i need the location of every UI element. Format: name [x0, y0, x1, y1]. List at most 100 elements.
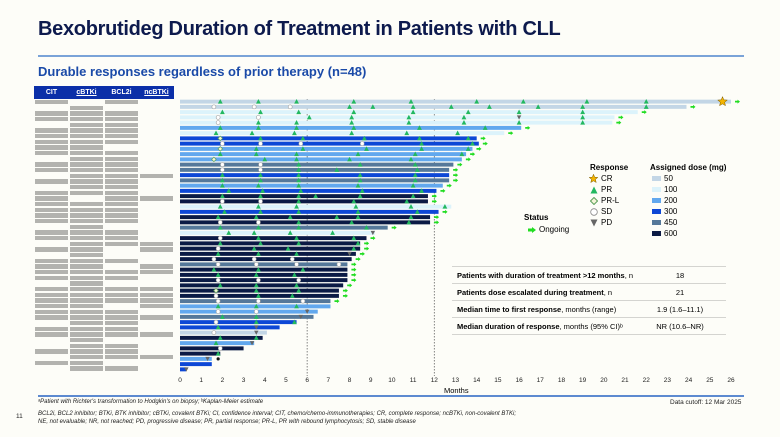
pr-marker — [253, 319, 259, 325]
pr-marker — [580, 114, 586, 120]
prior-therapy-cell-cit — [35, 332, 68, 337]
prior-therapy-cell-cbtki — [70, 264, 103, 269]
prior-therapy-cell-bcl2i — [105, 241, 138, 246]
ongoing-arrow — [347, 283, 353, 288]
pr-marker — [357, 172, 363, 178]
prior-therapy-cell-bcl2i — [105, 139, 138, 144]
pr-marker — [289, 293, 295, 298]
prior-therapy-cell-ncbtki — [140, 292, 173, 297]
pr-marker — [406, 219, 412, 225]
x-tick-label: 11 — [410, 377, 417, 384]
prior-therapy-cell-cbtki — [70, 253, 103, 258]
legend-cr-label: CR — [601, 174, 613, 183]
pr-marker — [296, 209, 302, 214]
prior-therapy-cell-cit — [35, 213, 68, 218]
sd-marker — [215, 262, 221, 267]
patient-bar — [180, 199, 428, 204]
prior-therapy-cell-cbtki — [70, 315, 103, 320]
pr-marker — [465, 109, 471, 115]
prior-therapy-cell-cbtki — [70, 355, 103, 360]
patient-bar — [180, 204, 452, 209]
patient-bar — [180, 246, 361, 251]
prior-therapy-cell-cbtki — [70, 168, 103, 173]
prior-therapy-cell-cbtki — [70, 281, 103, 286]
prior-therapy-cell-ncbtki — [140, 304, 173, 309]
prior-therapy-cell-cbtki — [70, 292, 103, 297]
pr-marker — [296, 288, 302, 293]
ongoing-arrow — [370, 236, 376, 241]
legend-pd-label: PD — [601, 218, 613, 227]
pr-marker — [253, 303, 259, 309]
sd-marker — [258, 167, 263, 173]
patient-bar — [180, 104, 687, 109]
x-tick-label: 20 — [600, 377, 608, 384]
pd-marker — [347, 251, 352, 257]
dose-label: 300 — [664, 207, 678, 216]
pr-marker — [292, 130, 297, 136]
pr-marker — [355, 209, 361, 214]
prl-marker — [217, 135, 224, 142]
sd-marker — [258, 199, 263, 204]
ongoing-arrow — [391, 225, 397, 230]
prior-therapy-cell-bcl2i — [105, 270, 138, 275]
pr-marker — [256, 120, 261, 125]
pr-marker — [580, 109, 586, 115]
x-tick-label: 26 — [727, 377, 735, 384]
patient-bar — [180, 99, 731, 104]
pr-marker — [217, 240, 223, 246]
pr-marker — [330, 230, 335, 235]
patient-bar — [180, 188, 437, 193]
stats-label: Median duration of response — [457, 321, 560, 331]
sd-marker — [251, 256, 257, 262]
sd-marker — [215, 298, 221, 304]
prior-therapy-cell-cit — [35, 190, 68, 195]
prior-therapy-cell-bcl2i — [105, 207, 138, 212]
patient-bar — [180, 241, 361, 246]
pr-marker — [296, 109, 302, 115]
prior-therapy-cell-cbtki — [70, 326, 103, 331]
sd-marker — [359, 141, 365, 146]
prior-therapy-cell-cbtki — [70, 134, 103, 139]
pr-marker — [219, 314, 225, 319]
ongoing-arrow — [453, 178, 459, 183]
prior-therapy-cell-bcl2i — [105, 213, 138, 218]
prior-therapy-cell-cbtki — [70, 241, 103, 246]
pr-marker — [361, 135, 367, 141]
pr-marker — [355, 151, 361, 157]
prior-therapy-cell-bcl2i — [105, 298, 138, 303]
sd-marker — [215, 277, 221, 283]
patient-bar — [180, 356, 212, 361]
prior-therapy-cell-bcl2i — [105, 128, 138, 133]
x-tick-label: 14 — [473, 377, 481, 384]
prior-therapy-cell-bcl2i — [105, 185, 138, 190]
sd-marker — [300, 298, 306, 304]
prior-therapy-cell-cbtki — [70, 173, 103, 178]
pr-marker — [294, 125, 299, 130]
stats-row: Patients dose escalated during treatment… — [452, 283, 726, 300]
pr-marker — [294, 99, 299, 104]
pr-marker — [364, 146, 369, 151]
legend-ongoing: Ongoing — [528, 225, 569, 234]
pr-marker — [410, 104, 416, 109]
prior-therapy-cell-cit — [35, 287, 68, 292]
ongoing-arrow — [442, 209, 448, 214]
abbreviations-line-1: BCL2i, BCL2 inhibitor; BTKi, BTK inhibit… — [38, 411, 516, 417]
dose-label: 600 — [664, 229, 678, 238]
pr-marker — [219, 177, 225, 183]
pr-marker — [287, 230, 293, 235]
legend-pd: PD — [590, 218, 612, 227]
ongoing-arrow — [351, 262, 357, 267]
pr-marker — [465, 146, 471, 151]
prior-therapy-cell-cbtki — [70, 162, 103, 167]
prior-therapy-cell-cbtki — [70, 145, 103, 150]
prior-therapy-cell-cbtki — [70, 128, 103, 133]
pr-marker — [300, 146, 306, 151]
pr-marker — [300, 267, 306, 272]
prior-therapy-cell-bcl2i — [105, 168, 138, 173]
prior-therapy-cell-cbtki — [70, 338, 103, 343]
pr-marker — [219, 172, 225, 178]
pr-marker — [256, 225, 261, 230]
pr-marker — [298, 188, 304, 193]
pr-marker — [296, 167, 302, 172]
sd-marker — [217, 235, 223, 241]
